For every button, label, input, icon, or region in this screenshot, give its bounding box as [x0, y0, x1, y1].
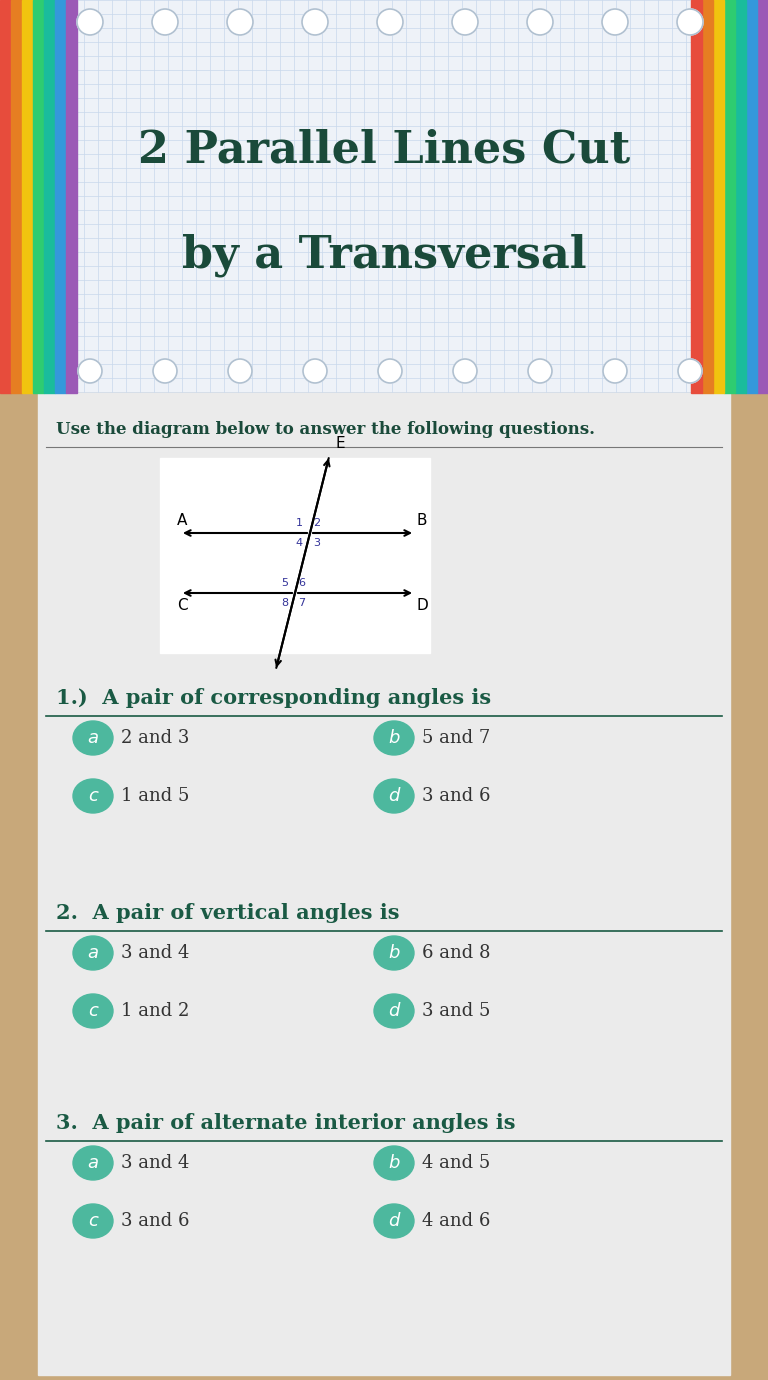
- Bar: [33, 0, 44, 393]
- Circle shape: [77, 10, 103, 34]
- Circle shape: [302, 10, 328, 34]
- Bar: [691, 0, 702, 393]
- Ellipse shape: [374, 778, 414, 813]
- Text: E: E: [336, 436, 345, 451]
- Text: 2: 2: [313, 518, 320, 529]
- Circle shape: [377, 10, 403, 34]
- Text: 4: 4: [296, 538, 303, 548]
- Text: 6: 6: [298, 578, 305, 588]
- Circle shape: [227, 10, 253, 34]
- Text: A: A: [177, 513, 187, 529]
- Text: c: c: [88, 1002, 98, 1020]
- Text: 1 and 2: 1 and 2: [121, 1002, 190, 1020]
- Bar: [11, 0, 22, 393]
- Text: 3 and 6: 3 and 6: [422, 787, 491, 805]
- Bar: [44, 0, 55, 393]
- Bar: [66, 0, 77, 393]
- Text: 5: 5: [281, 578, 288, 588]
- Circle shape: [527, 10, 553, 34]
- Bar: [757, 0, 768, 393]
- Text: c: c: [88, 1212, 98, 1230]
- Circle shape: [678, 359, 702, 384]
- Text: 4 and 5: 4 and 5: [422, 1154, 490, 1172]
- Text: 3 and 6: 3 and 6: [121, 1212, 190, 1230]
- Text: 3 and 4: 3 and 4: [121, 1154, 190, 1172]
- Text: 3.  A pair of alternate interior angles is: 3. A pair of alternate interior angles i…: [56, 1114, 515, 1133]
- Text: a: a: [88, 729, 98, 747]
- Text: 3 and 5: 3 and 5: [422, 1002, 491, 1020]
- Text: Use the diagram below to answer the following questions.: Use the diagram below to answer the foll…: [56, 421, 595, 437]
- Text: c: c: [88, 787, 98, 805]
- Ellipse shape: [73, 994, 113, 1028]
- Circle shape: [452, 10, 478, 34]
- Circle shape: [152, 10, 178, 34]
- Text: C: C: [177, 598, 187, 613]
- Text: d: d: [389, 1212, 399, 1230]
- Circle shape: [303, 359, 327, 384]
- Text: 2 and 3: 2 and 3: [121, 729, 190, 747]
- Circle shape: [153, 359, 177, 384]
- Bar: [0, 393, 768, 1380]
- Text: 4 and 6: 4 and 6: [422, 1212, 491, 1230]
- Bar: [724, 0, 735, 393]
- Bar: [160, 458, 430, 653]
- Ellipse shape: [374, 720, 414, 755]
- Circle shape: [677, 10, 703, 34]
- Bar: [0, 0, 768, 393]
- Text: B: B: [416, 513, 426, 529]
- Text: a: a: [88, 1154, 98, 1172]
- Circle shape: [453, 359, 477, 384]
- Text: 7: 7: [298, 598, 305, 609]
- Text: b: b: [389, 944, 399, 962]
- Ellipse shape: [73, 778, 113, 813]
- Text: 5 and 7: 5 and 7: [422, 729, 490, 747]
- Ellipse shape: [374, 1145, 414, 1180]
- Ellipse shape: [374, 994, 414, 1028]
- Ellipse shape: [73, 720, 113, 755]
- Text: 1: 1: [296, 518, 303, 529]
- Bar: [713, 0, 724, 393]
- Text: 6 and 8: 6 and 8: [422, 944, 491, 962]
- Circle shape: [228, 359, 252, 384]
- Bar: [22, 0, 33, 393]
- Circle shape: [378, 359, 402, 384]
- Ellipse shape: [73, 936, 113, 970]
- Bar: [38, 393, 730, 1374]
- Text: 2.  A pair of vertical angles is: 2. A pair of vertical angles is: [56, 903, 399, 923]
- Ellipse shape: [73, 1203, 113, 1238]
- Circle shape: [528, 359, 552, 384]
- Text: 3 and 4: 3 and 4: [121, 944, 190, 962]
- Ellipse shape: [73, 1145, 113, 1180]
- Ellipse shape: [374, 936, 414, 970]
- Circle shape: [78, 359, 102, 384]
- Text: b: b: [389, 729, 399, 747]
- Text: d: d: [389, 787, 399, 805]
- Text: 2 Parallel Lines Cut: 2 Parallel Lines Cut: [138, 128, 630, 171]
- Text: 3: 3: [313, 538, 320, 548]
- Text: 1.)  A pair of corresponding angles is: 1.) A pair of corresponding angles is: [56, 689, 491, 708]
- Text: 8: 8: [281, 598, 288, 609]
- Bar: [746, 0, 757, 393]
- Bar: [55, 0, 66, 393]
- Circle shape: [603, 359, 627, 384]
- Text: 1 and 5: 1 and 5: [121, 787, 190, 805]
- Bar: [735, 0, 746, 393]
- Text: D: D: [416, 598, 428, 613]
- Circle shape: [602, 10, 628, 34]
- Text: by a Transversal: by a Transversal: [182, 233, 586, 277]
- Bar: [0, 0, 11, 393]
- Ellipse shape: [374, 1203, 414, 1238]
- Text: a: a: [88, 944, 98, 962]
- Text: d: d: [389, 1002, 399, 1020]
- Bar: [702, 0, 713, 393]
- Text: b: b: [389, 1154, 399, 1172]
